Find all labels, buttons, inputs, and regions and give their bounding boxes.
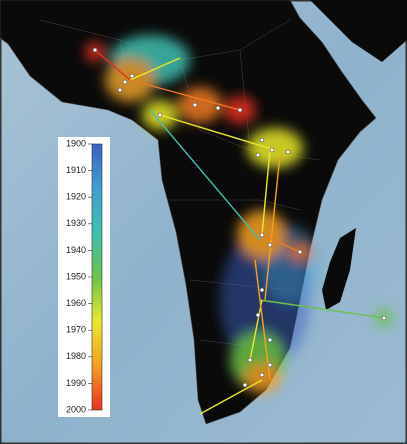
tick-label: 1960 — [66, 298, 86, 308]
tick-label: 1950 — [66, 271, 86, 281]
tick-label: 2000 — [66, 404, 86, 414]
colorbar — [91, 143, 103, 411]
transmission-lines — [94, 49, 385, 415]
tick-label: 1980 — [66, 351, 86, 361]
tick-label: 1990 — [66, 378, 86, 388]
tick-label: 1970 — [66, 325, 86, 335]
tick-label: 1910 — [66, 165, 86, 175]
madagascar — [322, 228, 356, 310]
tick-label: 1930 — [66, 218, 86, 228]
tick-label: 1900 — [66, 138, 86, 148]
arabia — [310, 0, 407, 62]
sample-points — [92, 47, 387, 388]
tick-label: 1940 — [66, 245, 86, 255]
tick-label: 1920 — [66, 192, 86, 202]
